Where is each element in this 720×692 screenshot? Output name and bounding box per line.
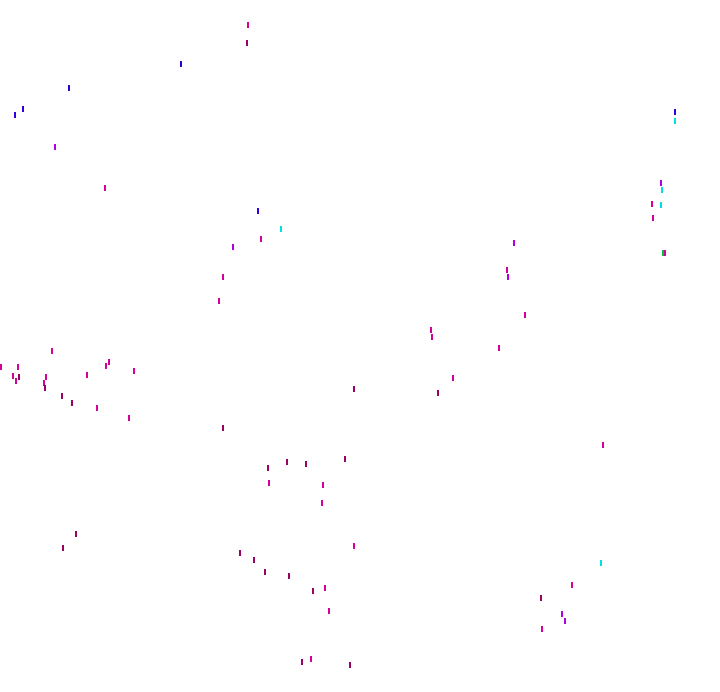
color-mark: [541, 626, 543, 632]
color-mark: [17, 364, 19, 370]
color-mark: [498, 345, 500, 351]
color-mark: [18, 374, 20, 380]
color-mark: [54, 144, 56, 150]
color-mark: [286, 459, 288, 465]
color-mark: [257, 208, 259, 214]
color-mark: [0, 364, 2, 370]
color-mark: [328, 608, 330, 614]
color-mark: [15, 378, 17, 384]
color-mark: [133, 368, 135, 374]
color-mark: [600, 560, 602, 566]
color-mark: [267, 465, 269, 471]
color-mark: [513, 240, 515, 246]
color-mark: [105, 363, 107, 369]
color-mark: [353, 543, 355, 549]
color-mark: [305, 461, 307, 467]
color-mark: [14, 112, 16, 118]
color-mark: [662, 250, 664, 256]
color-mark: [571, 582, 573, 588]
color-mark: [104, 185, 106, 191]
color-mark: [452, 375, 454, 381]
color-mark: [62, 545, 64, 551]
color-mark: [310, 656, 312, 662]
color-mark: [61, 393, 63, 399]
color-mark: [12, 373, 14, 379]
color-mark: [437, 390, 439, 396]
color-mark: [280, 226, 282, 232]
color-mark: [75, 531, 77, 537]
color-mark: [128, 415, 130, 421]
color-mark: [564, 618, 566, 624]
color-mark: [660, 180, 662, 186]
color-mark: [246, 40, 248, 46]
color-mark: [674, 118, 676, 124]
color-mark: [260, 236, 262, 242]
color-mark: [43, 380, 45, 386]
color-mark: [660, 202, 662, 208]
color-mark: [312, 588, 314, 594]
color-mark: [664, 250, 666, 256]
color-mark: [22, 106, 24, 112]
color-mark: [349, 662, 351, 668]
color-mark: [322, 482, 324, 488]
color-mark: [247, 22, 249, 28]
color-mark: [253, 557, 255, 563]
color-mark: [651, 201, 653, 207]
color-mark: [353, 386, 355, 392]
color-mark: [540, 595, 542, 601]
color-mark: [652, 215, 654, 221]
color-mark: [524, 312, 526, 318]
color-mark: [324, 585, 326, 591]
color-mark: [96, 405, 98, 411]
color-mark: [661, 187, 663, 193]
color-mark: [602, 442, 604, 448]
color-mark: [86, 372, 88, 378]
color-mark: [44, 385, 46, 391]
color-mark: [506, 267, 508, 273]
color-mark: [232, 244, 234, 250]
color-mark: [674, 109, 676, 115]
color-mark: [288, 573, 290, 579]
color-mark: [507, 274, 509, 280]
color-mark: [51, 348, 53, 354]
color-mark: [71, 400, 73, 406]
color-mark: [344, 456, 346, 462]
color-mark: [180, 61, 182, 67]
color-mark: [239, 550, 241, 556]
color-mark: [218, 298, 220, 304]
color-mark: [431, 334, 433, 340]
color-mark: [108, 359, 110, 365]
color-mark: [301, 659, 303, 665]
color-mark: [264, 569, 266, 575]
color-mark: [45, 374, 47, 380]
color-mark: [321, 500, 323, 506]
color-mark: [222, 274, 224, 280]
color-mark: [430, 327, 432, 333]
color-mark: [222, 425, 224, 431]
color-mark: [268, 480, 270, 486]
color-mark: [68, 85, 70, 91]
color-mark: [561, 611, 563, 617]
